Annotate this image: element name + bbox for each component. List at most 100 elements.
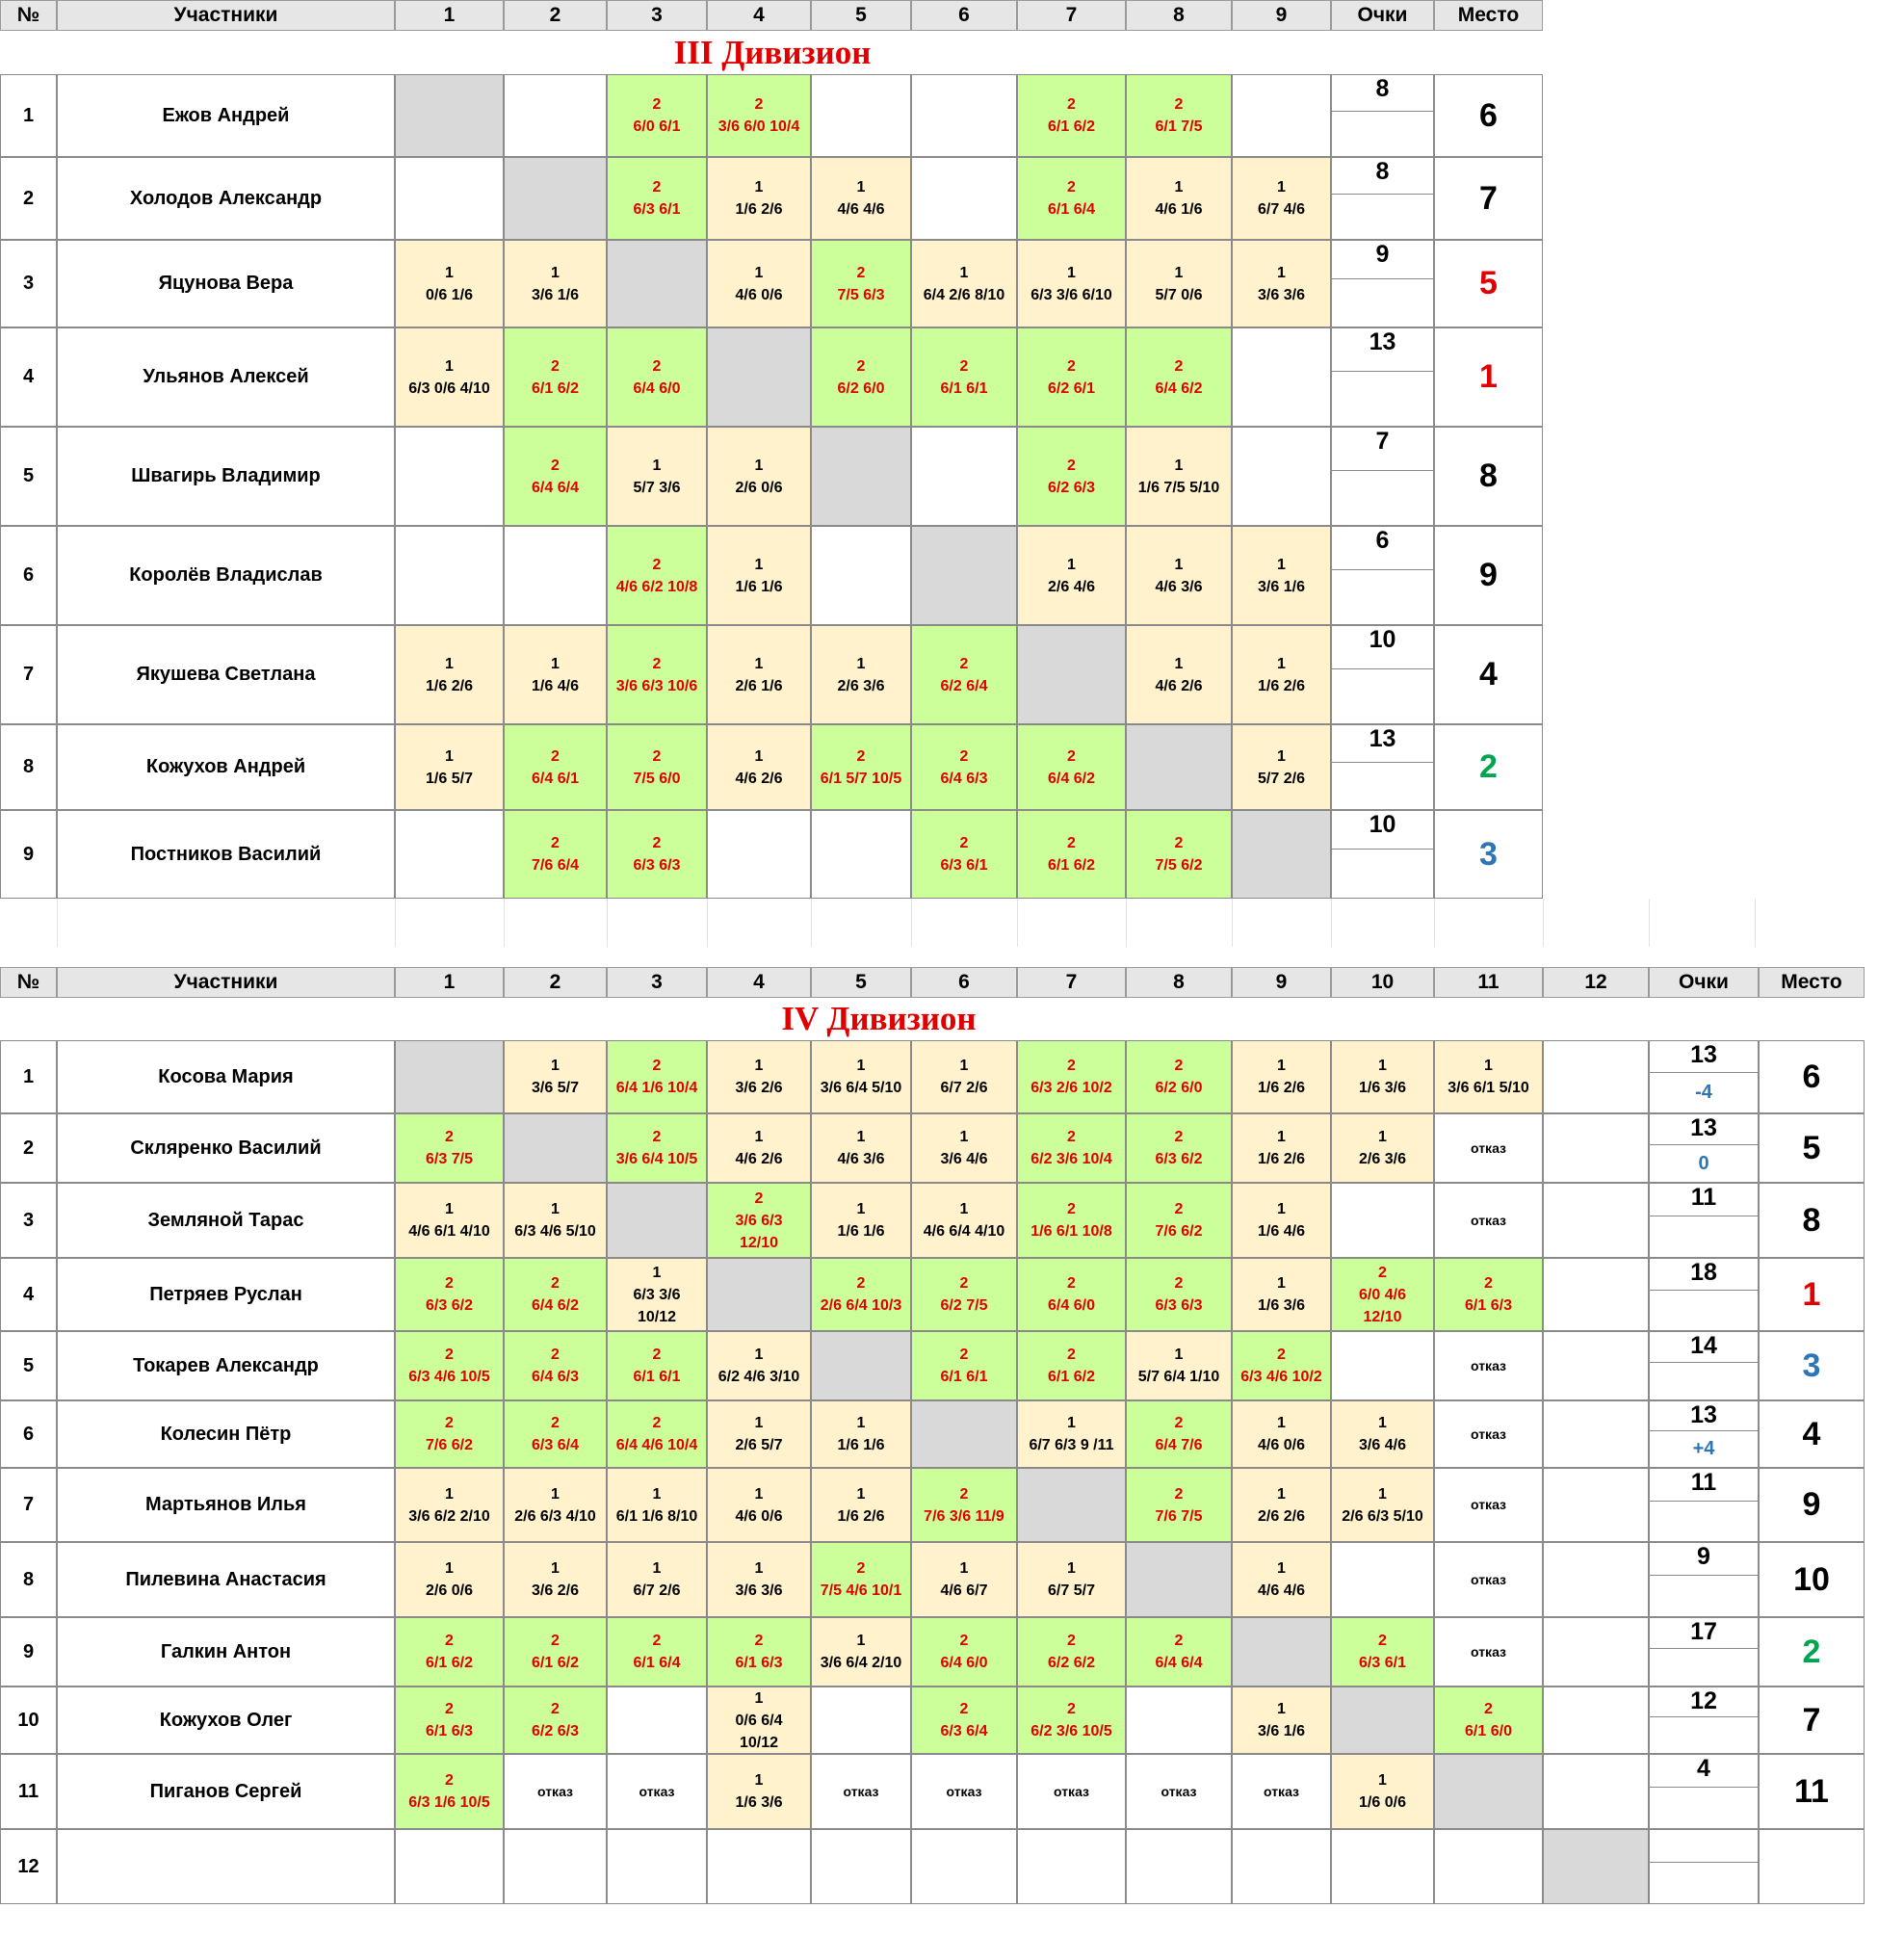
participant-name: Королёв Владислав bbox=[57, 526, 395, 625]
match-score: 4/6 4/6 bbox=[837, 201, 885, 218]
won-match-cell: 2 6/2 6/0 bbox=[1126, 1040, 1232, 1113]
match-points: 1 bbox=[1067, 556, 1076, 573]
match-points: 1 bbox=[551, 264, 560, 281]
place-value: 1 bbox=[1434, 327, 1543, 427]
match-points: 2 bbox=[652, 96, 662, 113]
lost-match-cell: 1 4/6 2/6 bbox=[707, 1113, 811, 1183]
match-points: 1 bbox=[754, 264, 764, 281]
lost-match-cell: 1 4/6 4/6 bbox=[811, 157, 911, 240]
match-score: 6/4 6/3 bbox=[940, 770, 988, 787]
column-header: 8 bbox=[1126, 967, 1232, 998]
table-row: 4 Петряев Руслан 2 6/3 6/2 2 6/4 6/2 1 6/3 3/6 1… bbox=[0, 1258, 1865, 1331]
empty-match-cell bbox=[1543, 1400, 1649, 1468]
won-match-cell: 2 6/1 6/4 bbox=[607, 1617, 707, 1687]
row-number: 6 bbox=[0, 1400, 57, 1468]
participant-name: Пилевина Анастасия bbox=[57, 1542, 395, 1617]
won-match-cell: 2 7/6 3/6 11/9 bbox=[911, 1468, 1017, 1542]
match-score: 6/3 6/3 bbox=[633, 857, 681, 874]
match-score: 6/7 4/6 bbox=[1258, 201, 1305, 218]
participant-name: Косова Мария bbox=[57, 1040, 395, 1113]
lost-match-cell: 1 2/6 0/6 bbox=[707, 427, 811, 526]
match-points: 2 bbox=[959, 1485, 969, 1503]
place-value: 11 bbox=[1759, 1754, 1865, 1829]
match-score: 6/4 6/2 bbox=[1048, 770, 1095, 787]
lost-match-cell: 1 0/6 6/4 10/12 bbox=[707, 1687, 811, 1754]
won-match-cell: 2 6/1 6/1 bbox=[911, 1331, 1017, 1400]
points-adjustment bbox=[1650, 1649, 1758, 1686]
lost-match-cell: 1 6/7 5/7 bbox=[1017, 1542, 1126, 1617]
match-points: 2 bbox=[551, 457, 560, 474]
lost-match-cell: 1 4/6 4/6 bbox=[1232, 1542, 1331, 1617]
lost-match-cell: 1 1/6 2/6 bbox=[707, 157, 811, 240]
match-score: 3/6 6/4 2/10 bbox=[820, 1655, 902, 1671]
match-points: 2 bbox=[1174, 1415, 1184, 1431]
points-cell: 13 bbox=[1331, 724, 1434, 810]
lost-match-cell: 1 2/6 3/6 bbox=[1331, 1113, 1434, 1183]
match-points: 2 bbox=[1174, 357, 1184, 375]
match-score: 6/1 6/2 bbox=[532, 1655, 579, 1671]
lost-match-cell: 1 1/6 2/6 bbox=[395, 625, 504, 724]
column-header: 4 bbox=[707, 0, 811, 31]
points-value: 14 bbox=[1650, 1332, 1758, 1363]
lost-match-cell: 1 2/6 2/6 bbox=[1232, 1468, 1331, 1542]
participant-name bbox=[57, 1829, 395, 1904]
match-points: 1 bbox=[856, 1485, 866, 1503]
match-points: 1 bbox=[551, 655, 560, 672]
match-score: 6/4 6/0 bbox=[1048, 1297, 1095, 1314]
match-points: 2 bbox=[856, 1275, 866, 1292]
points-cell: 4 bbox=[1649, 1754, 1759, 1829]
self-match-cell bbox=[811, 1331, 911, 1400]
lost-match-cell: 1 2/6 0/6 bbox=[395, 1542, 504, 1617]
won-match-cell: 2 6/1 6/4 bbox=[1017, 157, 1126, 240]
match-score: 5/7 2/6 bbox=[1258, 770, 1305, 787]
row-number: 3 bbox=[0, 240, 57, 327]
participant-name: Постников Василий bbox=[57, 810, 395, 899]
lost-match-cell: 1 3/6 2/6 bbox=[707, 1040, 811, 1113]
empty-match-cell bbox=[811, 810, 911, 899]
walkover-label: отказ bbox=[1161, 1783, 1197, 1799]
column-header: 2 bbox=[504, 0, 607, 31]
empty-match-cell bbox=[1543, 1468, 1649, 1542]
match-score: 6/2 6/0 bbox=[1155, 1080, 1203, 1096]
match-points: 2 bbox=[754, 96, 764, 113]
match-points: 2 bbox=[445, 1415, 454, 1431]
match-score: 1/6 4/6 bbox=[1258, 1223, 1305, 1240]
match-score: 6/4 6/3 bbox=[532, 1369, 579, 1385]
match-score: 6/4 1/6 10/4 bbox=[615, 1080, 698, 1096]
lost-match-cell: 1 6/7 2/6 bbox=[607, 1542, 707, 1617]
match-score: 6/3 4/6 10/2 bbox=[1240, 1369, 1322, 1385]
match-points: 2 bbox=[1174, 1633, 1184, 1649]
empty-match-cell bbox=[1543, 1258, 1649, 1331]
table-row: 12 bbox=[0, 1829, 1865, 1904]
match-points: 1 bbox=[1174, 457, 1184, 474]
walkover-cell: отказ bbox=[607, 1754, 707, 1829]
points-value bbox=[1650, 1830, 1758, 1863]
lost-match-cell: 1 1/6 0/6 bbox=[1331, 1754, 1434, 1829]
lost-match-cell: 1 2/6 5/7 bbox=[707, 1400, 811, 1468]
lost-match-cell: 1 3/6 6/2 2/10 bbox=[395, 1468, 504, 1542]
match-score: 6/2 3/6 10/4 bbox=[1030, 1151, 1112, 1167]
column-header: 4 bbox=[707, 967, 811, 998]
won-match-cell: 2 6/1 6/2 bbox=[395, 1617, 504, 1687]
points-adjustment bbox=[1650, 1216, 1758, 1257]
match-points: 2 bbox=[754, 1190, 764, 1207]
match-score: 6/3 3/6 bbox=[633, 1286, 681, 1303]
match-score: 0/6 1/6 bbox=[426, 286, 473, 303]
column-header: 11 bbox=[1434, 967, 1543, 998]
table-row: 5 Токарев Александр 2 6/3 4/6 10/5 2 6/4 6/3 2… bbox=[0, 1331, 1865, 1400]
lost-match-cell: 1 0/6 1/6 bbox=[395, 240, 504, 327]
match-points: 1 bbox=[1174, 179, 1184, 196]
points-cell: 10 bbox=[1331, 810, 1434, 899]
division-title: III Дивизион bbox=[673, 33, 872, 71]
points-cell: 18 bbox=[1649, 1258, 1759, 1331]
place-value bbox=[1759, 1829, 1865, 1904]
table-row: 1 Ежов Андрей 2 6/0 6/1 2 3/6 6/0 10/4 2 6/1 6/… bbox=[0, 74, 1543, 157]
column-header: Очки bbox=[1331, 0, 1434, 31]
empty-match-cell bbox=[1331, 1183, 1434, 1258]
match-score: 2/6 5/7 bbox=[735, 1437, 783, 1453]
won-match-cell: 2 6/3 6/1 bbox=[1331, 1617, 1434, 1687]
lost-match-cell: 1 4/6 1/6 bbox=[1126, 157, 1232, 240]
won-match-cell: 2 6/1 6/2 bbox=[1017, 1331, 1126, 1400]
lost-match-cell: 1 1/6 7/5 5/10 bbox=[1126, 427, 1232, 526]
match-score: 3/6 6/4 10/5 bbox=[615, 1151, 698, 1167]
